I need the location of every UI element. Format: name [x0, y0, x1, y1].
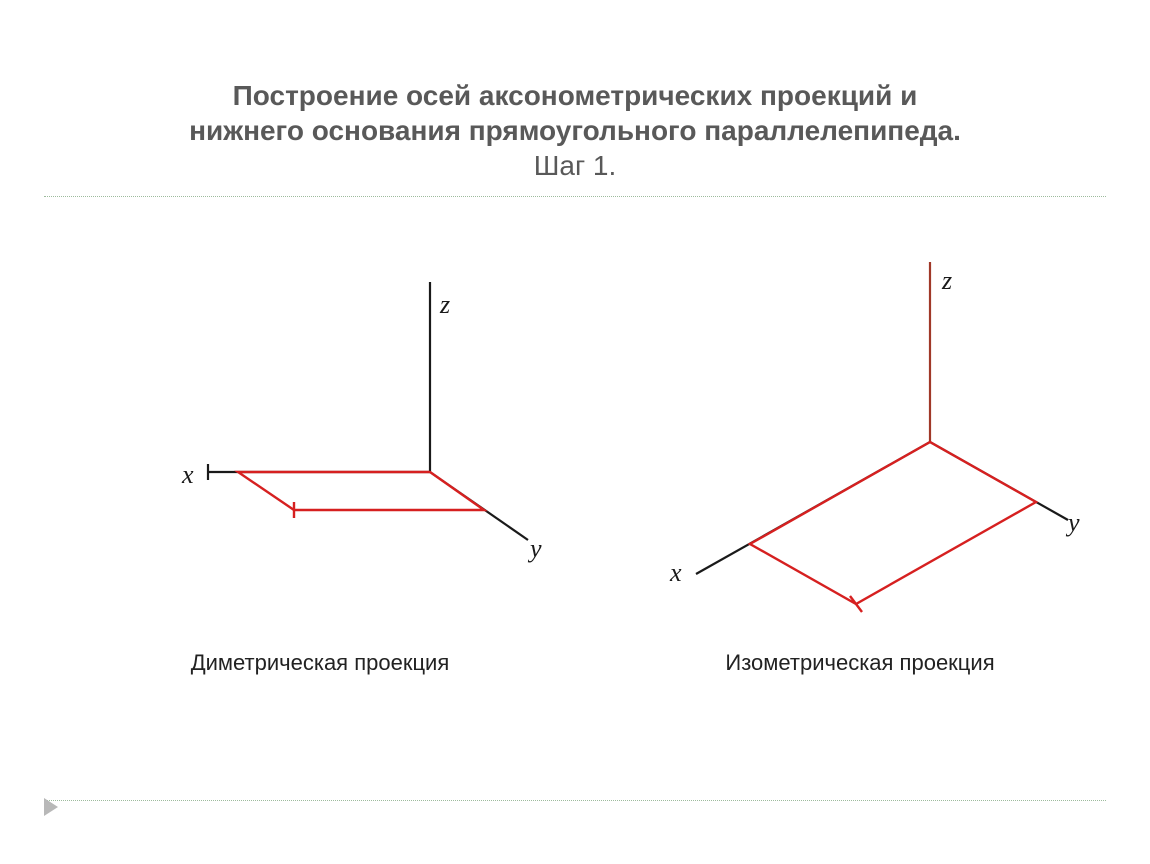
footer-line	[44, 800, 1106, 801]
isometric-z-label: z	[942, 266, 952, 296]
title-underline	[44, 196, 1106, 197]
dimetric-z-label: z	[440, 290, 450, 320]
slide: Построение осей аксонометрических проекц…	[0, 0, 1150, 864]
next-slide-marker-icon[interactable]	[44, 798, 58, 816]
title-step: Шаг 1.	[534, 150, 617, 181]
isometric-base-parallelogram	[750, 442, 1036, 604]
title-heading: Построение осей аксонометрических проекц…	[0, 78, 1150, 183]
isometric-base-tick	[850, 596, 862, 612]
isometric-diagram: z x y Изометрическая проекция	[600, 262, 1120, 622]
title-line2: нижнего основания прямоугольного паралле…	[189, 115, 961, 146]
dimetric-svg	[60, 262, 580, 622]
dimetric-base-parallelogram	[238, 472, 484, 510]
dimetric-caption: Диметрическая проекция	[60, 650, 580, 676]
dimetric-diagram: z x y Диметрическая проекция	[60, 262, 580, 622]
dimetric-y-label: y	[530, 534, 542, 564]
isometric-caption: Изометрическая проекция	[600, 650, 1120, 676]
isometric-x-label: x	[670, 558, 682, 588]
title-line1: Построение осей аксонометрических проекц…	[233, 80, 918, 111]
slide-title: Построение осей аксонометрических проекц…	[0, 78, 1150, 183]
dimetric-x-label: x	[182, 460, 194, 490]
isometric-y-label: y	[1068, 508, 1080, 538]
diagrams-row: z x y Диметрическая проекция z x y Изо	[0, 262, 1150, 622]
